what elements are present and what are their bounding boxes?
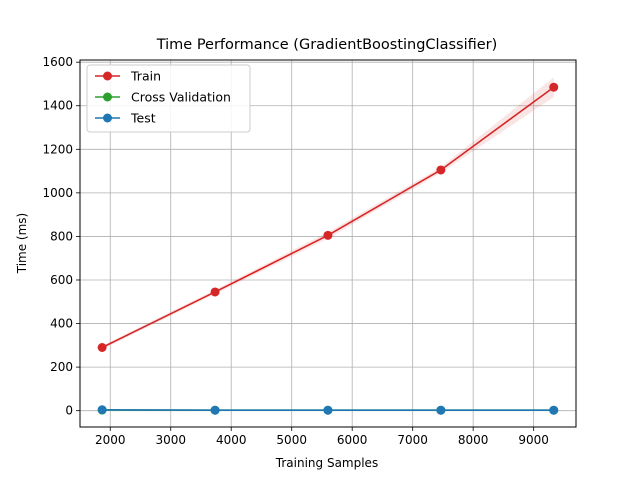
y-tick-label: 1200 bbox=[42, 142, 73, 156]
y-tick-label: 0 bbox=[65, 404, 73, 418]
y-axis-label: Time (ms) bbox=[15, 213, 29, 275]
legend-label: Train bbox=[130, 69, 161, 84]
y-tick-label: 400 bbox=[50, 317, 73, 331]
x-tick-label: 2000 bbox=[95, 433, 126, 447]
x-tick-label: 9000 bbox=[518, 433, 549, 447]
test-point bbox=[97, 405, 107, 415]
test-point bbox=[210, 405, 220, 415]
series-markers bbox=[97, 82, 559, 415]
x-axis-label: Training Samples bbox=[275, 456, 378, 470]
y-tick-label: 800 bbox=[50, 229, 73, 243]
train-point bbox=[323, 230, 333, 240]
train-point bbox=[97, 343, 107, 353]
y-tick-label: 200 bbox=[50, 360, 73, 374]
test-legend-marker bbox=[103, 113, 112, 123]
x-tick-label: 3000 bbox=[155, 433, 186, 447]
x-axis-ticks: 2000 3000 4000 5000 6000 7000 8000 9000 bbox=[95, 427, 549, 447]
y-axis-ticks: 0 200 400 600 800 1000 1200 1400 1600 bbox=[42, 55, 80, 418]
legend-label: Cross Validation bbox=[131, 90, 231, 105]
x-tick-label: 6000 bbox=[337, 433, 368, 447]
x-tick-label: 4000 bbox=[216, 433, 247, 447]
y-tick-label: 600 bbox=[50, 273, 73, 287]
test-point bbox=[549, 405, 559, 415]
legend-box bbox=[86, 64, 251, 133]
y-tick-label: 1600 bbox=[42, 55, 73, 69]
legend: Train Cross Validation Test bbox=[86, 64, 251, 133]
train-point bbox=[549, 82, 559, 92]
legend-label: Test bbox=[130, 111, 156, 126]
train-point bbox=[436, 165, 446, 175]
y-tick-label: 1000 bbox=[42, 186, 73, 200]
plot-frame bbox=[79, 59, 577, 428]
x-tick-label: 8000 bbox=[458, 433, 489, 447]
train-legend-marker bbox=[103, 71, 112, 81]
test-point bbox=[436, 405, 446, 415]
test-point bbox=[323, 405, 333, 415]
train-point bbox=[210, 287, 220, 297]
y-tick-label: 1400 bbox=[42, 99, 73, 113]
x-tick-label: 5000 bbox=[276, 433, 307, 447]
x-tick-label: 7000 bbox=[397, 433, 428, 447]
cross-validation-legend-marker bbox=[103, 92, 112, 102]
chart-title: Time Performance (GradientBoostingClassi… bbox=[156, 37, 498, 53]
